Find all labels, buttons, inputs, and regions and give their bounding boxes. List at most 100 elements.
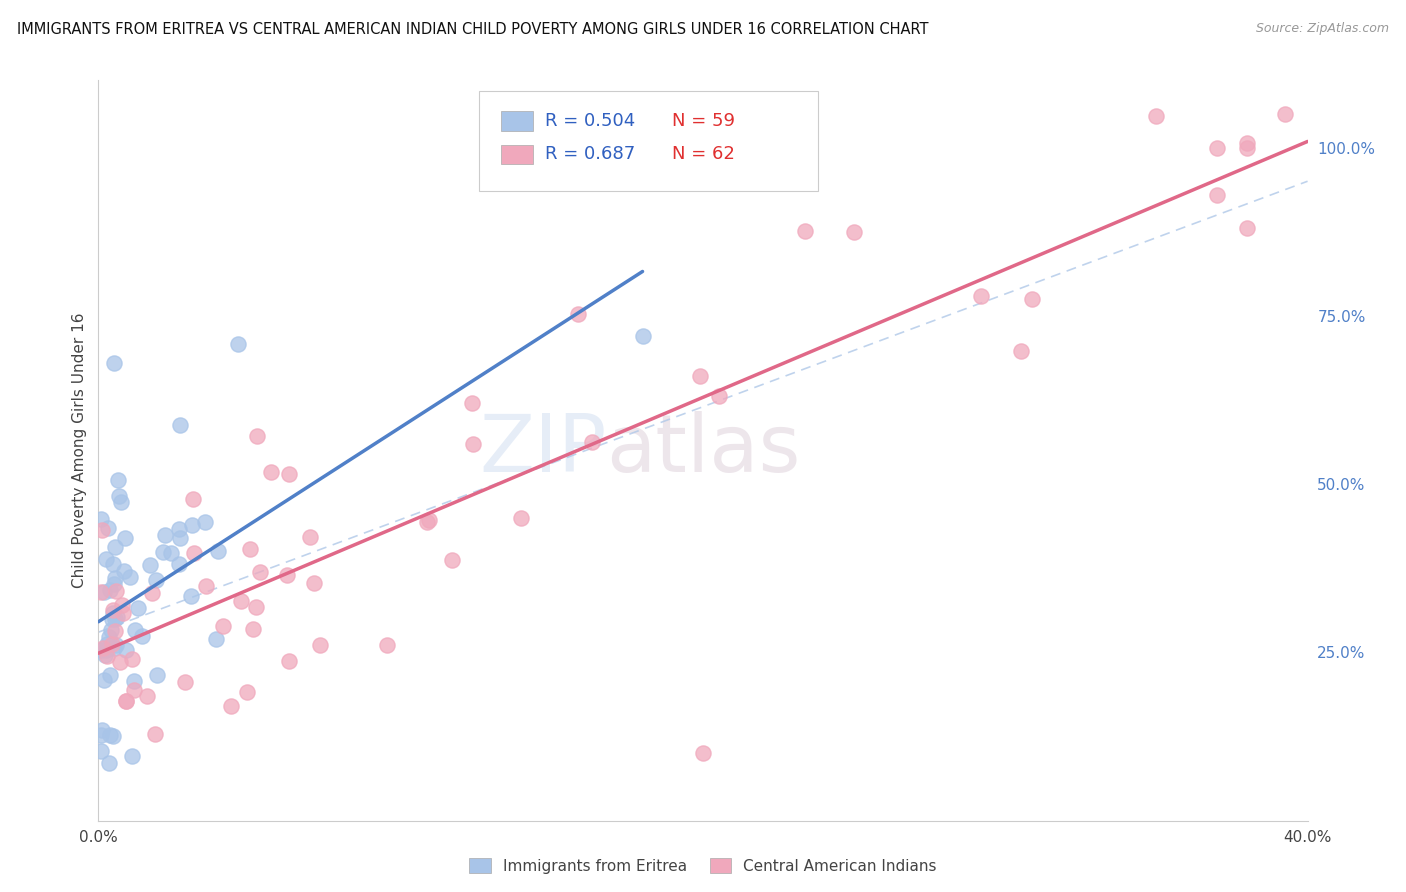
Point xyxy=(239,541,262,556)
Text: R = 0.504: R = 0.504 xyxy=(544,112,636,130)
Point xyxy=(308,638,330,652)
Point xyxy=(97,630,120,644)
Point xyxy=(153,528,176,542)
Point xyxy=(104,571,127,585)
Point xyxy=(377,638,399,652)
Point xyxy=(1206,140,1229,154)
Point xyxy=(115,694,138,708)
Point xyxy=(118,570,141,584)
Point xyxy=(152,545,174,559)
Point xyxy=(124,624,146,638)
Point xyxy=(112,565,135,579)
Point xyxy=(1274,107,1296,121)
Point xyxy=(90,584,112,599)
Point xyxy=(139,558,162,573)
Point xyxy=(91,523,114,537)
Point xyxy=(115,694,138,708)
Point xyxy=(90,723,112,737)
Point xyxy=(277,654,299,668)
Point xyxy=(969,289,991,303)
Point xyxy=(249,565,271,579)
Point xyxy=(183,546,205,560)
Point xyxy=(127,600,149,615)
Point xyxy=(631,329,654,343)
Point xyxy=(103,603,125,617)
Point xyxy=(304,576,326,591)
Point xyxy=(96,521,118,535)
Point xyxy=(105,609,128,624)
Point xyxy=(141,586,163,600)
Point xyxy=(98,668,121,682)
Point xyxy=(90,512,112,526)
Point xyxy=(1144,110,1167,124)
Point xyxy=(169,418,191,433)
Point xyxy=(93,585,115,599)
Y-axis label: Child Poverty Among Girls Under 16: Child Poverty Among Girls Under 16 xyxy=(72,313,87,588)
Point xyxy=(104,624,127,638)
Point xyxy=(110,599,132,613)
Point xyxy=(110,495,132,509)
Point xyxy=(689,369,711,384)
Point xyxy=(96,637,118,651)
Point xyxy=(167,523,190,537)
Text: R = 0.687: R = 0.687 xyxy=(544,145,636,163)
Point xyxy=(105,584,128,599)
Point xyxy=(581,434,603,449)
Point xyxy=(260,465,283,479)
Point xyxy=(93,673,115,687)
Point xyxy=(107,473,129,487)
Point xyxy=(103,729,125,743)
Point xyxy=(231,594,253,608)
Point xyxy=(416,515,439,529)
Point xyxy=(169,531,191,545)
Point xyxy=(692,747,714,761)
Point xyxy=(245,599,267,614)
Point xyxy=(115,643,138,657)
Point xyxy=(219,699,242,714)
Point xyxy=(195,579,218,593)
Point xyxy=(98,728,121,742)
FancyBboxPatch shape xyxy=(479,91,818,191)
Point xyxy=(103,356,125,370)
Point xyxy=(104,612,127,626)
Point xyxy=(794,224,817,238)
Point xyxy=(167,557,190,571)
Legend: Immigrants from Eritrea, Central American Indians: Immigrants from Eritrea, Central America… xyxy=(463,852,943,880)
Point xyxy=(98,756,121,771)
Text: Source: ZipAtlas.com: Source: ZipAtlas.com xyxy=(1256,22,1389,36)
Point xyxy=(207,543,229,558)
Point xyxy=(418,513,440,527)
Point xyxy=(101,558,124,572)
Point xyxy=(226,337,249,351)
Point xyxy=(510,510,533,524)
Point xyxy=(145,574,167,588)
FancyBboxPatch shape xyxy=(501,112,533,130)
Point xyxy=(94,648,117,663)
Point xyxy=(90,728,112,742)
Point xyxy=(1021,293,1043,307)
Point xyxy=(101,637,124,651)
Point xyxy=(707,389,730,403)
Point xyxy=(278,467,301,481)
Point xyxy=(91,640,114,655)
Point xyxy=(90,643,112,657)
Point xyxy=(1206,187,1229,202)
Point xyxy=(100,623,122,637)
Point xyxy=(180,589,202,603)
Point xyxy=(98,582,121,597)
Point xyxy=(90,744,112,758)
Text: N = 59: N = 59 xyxy=(672,112,734,130)
Point xyxy=(122,674,145,689)
Text: IMMIGRANTS FROM ERITREA VS CENTRAL AMERICAN INDIAN CHILD POVERTY AMONG GIRLS UND: IMMIGRANTS FROM ERITREA VS CENTRAL AMERI… xyxy=(17,22,928,37)
Point xyxy=(105,638,128,652)
Point xyxy=(111,606,134,620)
Point xyxy=(94,552,117,566)
Point xyxy=(145,668,167,682)
Point xyxy=(1236,140,1258,154)
Point xyxy=(461,396,484,410)
Point xyxy=(461,437,484,451)
Point xyxy=(1236,221,1258,235)
Point xyxy=(1010,343,1032,358)
Point xyxy=(114,531,136,545)
Point xyxy=(108,655,131,669)
